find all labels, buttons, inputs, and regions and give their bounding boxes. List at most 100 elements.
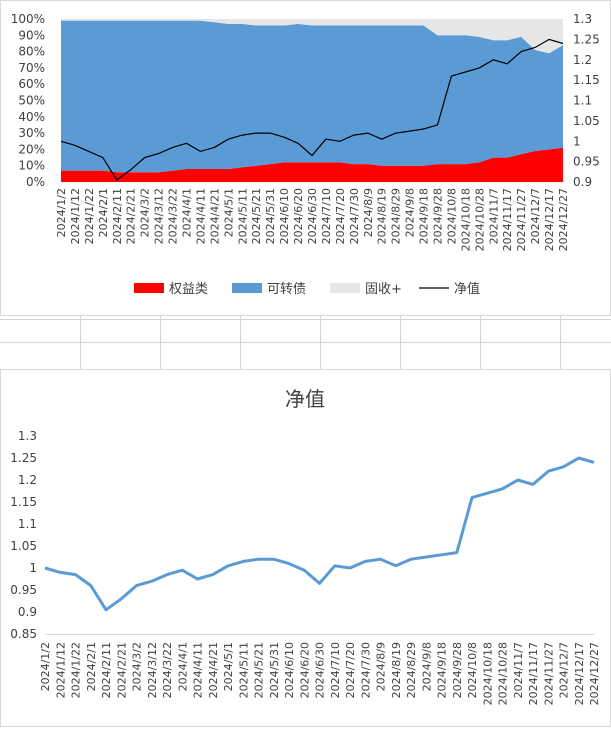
x-tick: 2024/12/7 <box>529 188 542 244</box>
x-tick: 2024/3/12 <box>146 642 159 698</box>
y-tick: 0.9 <box>18 605 37 619</box>
x-tick: 2024/5/31 <box>264 188 277 244</box>
left-y-tick: 30% <box>18 126 45 140</box>
left-y-tick: 10% <box>18 159 45 173</box>
right-y-tick: 1.1 <box>573 94 592 108</box>
x-tick: 2024/11/27 <box>515 188 528 251</box>
y-tick: 1 <box>29 561 37 575</box>
x-tick: 2024/9/18 <box>436 642 449 698</box>
x-tick: 2024/11/27 <box>542 642 555 705</box>
x-tick: 2024/7/20 <box>344 642 357 698</box>
x-tick: 2024/10/18 <box>481 642 494 705</box>
allocation-chart[interactable]: 0% 10% 20% 30% 40% 50% 60% 70% 80% 90% 100% 0.9 0.95… <box>0 0 611 316</box>
nav-series-line <box>44 456 595 612</box>
x-tick: 2024/3/22 <box>161 642 174 698</box>
x-tick: 2024/8/29 <box>405 642 418 698</box>
x-tick: 2024/3/2 <box>131 642 144 691</box>
x-tick: 2024/5/31 <box>268 642 281 698</box>
x-tick: 2024/1/22 <box>83 188 96 244</box>
x-tick: 2024/5/1 <box>222 642 235 691</box>
y-tick: 0.95 <box>10 583 37 597</box>
x-tick: 2024/11/7 <box>512 642 525 698</box>
x-tick: 2024/3/22 <box>167 188 180 244</box>
x-tick: 2024/8/19 <box>376 188 389 244</box>
x-tick: 2024/10/8 <box>466 642 479 698</box>
x-tick: 2024/12/27 <box>588 642 601 705</box>
legend: 权益类 可转债 固收+ 净值 <box>134 281 480 297</box>
area-series-2 <box>61 20 563 173</box>
legend-swatch <box>330 283 360 293</box>
right-y-tick: 1.05 <box>573 114 600 128</box>
right-y-tick: 1 <box>573 134 581 148</box>
x-tick: 2024/4/21 <box>208 188 221 244</box>
legend-swatch <box>232 283 262 293</box>
x-tick: 2024/11/7 <box>487 188 500 244</box>
x-tick: 2024/5/21 <box>253 642 266 698</box>
right-y-tick: 1.15 <box>573 73 600 87</box>
nav-chart[interactable]: 净值 0.85 0.9 0.95 1 1.05 1.1 1.15 1.2 1.25 1.3 2024/… <box>0 369 611 727</box>
x-tick: 2024/2/21 <box>115 642 128 698</box>
x-tick: 2024/12/7 <box>558 642 571 698</box>
chart-title: 净值 <box>285 387 325 411</box>
x-tick: 2024/6/30 <box>314 642 327 698</box>
left-y-tick: 40% <box>18 110 45 124</box>
x-tick: 2024/9/8 <box>420 642 433 691</box>
x-tick: 2024/6/10 <box>283 642 296 698</box>
x-tick: 2024/6/30 <box>306 188 319 244</box>
legend-label: 净值 <box>454 281 480 297</box>
y-tick: 1.3 <box>18 429 37 443</box>
left-y-tick: 50% <box>18 94 45 108</box>
x-tick: 2024/12/27 <box>557 188 570 251</box>
x-tick: 2024/6/10 <box>278 188 291 244</box>
y-tick: 1.05 <box>10 539 37 553</box>
x-tick: 2024/10/18 <box>459 188 472 251</box>
x-tick: 2024/4/11 <box>192 642 205 698</box>
x-tick: 2024/7/20 <box>334 188 347 244</box>
allocation-chart-svg: 0% 10% 20% 30% 40% 50% 60% 70% 80% 90% 100% 0.9 0.95… <box>11 12 600 297</box>
x-tick: 2024/2/1 <box>85 642 98 691</box>
x-tick: 2024/7/30 <box>359 642 372 698</box>
x-tick: 2024/8/29 <box>390 188 403 244</box>
x-tick: 2024/10/8 <box>445 188 458 244</box>
y-tick: 1.15 <box>10 495 37 509</box>
x-tick: 2024/11/17 <box>501 188 514 251</box>
area-series-3 <box>61 19 563 54</box>
x-tick: 2024/9/18 <box>418 188 431 244</box>
x-tick: 2024/7/10 <box>329 642 342 698</box>
legend-label: 固收+ <box>365 282 402 297</box>
x-tick: 2024/1/2 <box>39 642 52 691</box>
right-y-tick: 1.25 <box>573 32 600 46</box>
y-tick: 0.85 <box>10 627 37 641</box>
x-tick: 2024/6/20 <box>298 642 311 698</box>
x-tick: 2024/8/19 <box>390 642 403 698</box>
x-tick: 2024/1/12 <box>54 642 67 698</box>
left-y-tick: 60% <box>18 77 45 91</box>
left-y-tick: 80% <box>18 45 45 59</box>
legend-swatch <box>134 283 164 293</box>
x-tick: 2024/3/2 <box>139 188 152 237</box>
legend-label: 权益类 <box>169 281 208 297</box>
x-tick: 2024/8/9 <box>375 642 388 691</box>
x-tick: 2024/1/22 <box>70 642 83 698</box>
x-tick: 2024/12/17 <box>573 642 586 705</box>
right-y-tick: 0.95 <box>573 155 600 169</box>
x-tick: 2024/5/11 <box>237 642 250 698</box>
right-y-tick: 1.2 <box>573 53 592 67</box>
x-tick: 2024/9/28 <box>451 642 464 698</box>
x-tick: 2024/4/1 <box>181 188 194 237</box>
right-y-tick: 1.3 <box>573 12 592 26</box>
x-tick: 2024/2/11 <box>100 642 113 698</box>
left-y-tick: 90% <box>18 28 45 42</box>
x-tick: 2024/2/21 <box>125 188 138 244</box>
area-series-1 <box>61 147 563 182</box>
x-tick: 2024/1/2 <box>55 188 68 237</box>
x-tick: 2024/10/28 <box>497 642 510 705</box>
nav-line <box>60 38 564 181</box>
x-tick: 2024/5/1 <box>222 188 235 237</box>
x-tick: 2024/5/21 <box>250 188 263 244</box>
x-tick: 2024/7/30 <box>348 188 361 244</box>
y-tick: 1.25 <box>10 451 37 465</box>
x-tick: 2024/11/17 <box>527 642 540 705</box>
x-tick: 2024/2/11 <box>111 188 124 244</box>
